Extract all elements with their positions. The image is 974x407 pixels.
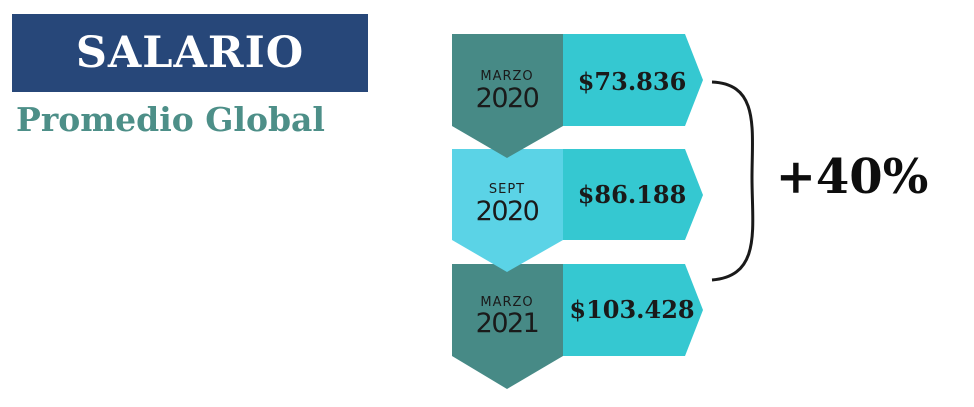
date-block-2 xyxy=(452,149,563,272)
amount-arrow-1 xyxy=(563,34,703,126)
month-label-1: MARZO xyxy=(480,69,533,84)
amount-arrow-2 xyxy=(563,149,703,240)
amount-label-1: $73.836 xyxy=(578,67,687,96)
timeline-step-2: SEPT 2020 $86.188 xyxy=(452,149,703,272)
amount-label-2: $86.188 xyxy=(578,180,687,209)
page-title: SALARIO xyxy=(75,28,305,78)
year-label-2: 2020 xyxy=(476,196,539,227)
title-banner: SALARIO xyxy=(12,14,368,92)
growth-bracket xyxy=(711,80,755,282)
year-label-3: 2021 xyxy=(476,308,539,339)
amount-label-3: $103.428 xyxy=(569,295,694,324)
date-block-1 xyxy=(452,34,563,158)
timeline-step-1: MARZO 2020 $73.836 xyxy=(452,34,703,158)
amount-arrow-3 xyxy=(563,264,703,356)
growth-percentage: +40% xyxy=(776,149,929,205)
date-block-3 xyxy=(452,264,563,389)
timeline-step-3: MARZO 2021 $103.428 xyxy=(452,264,703,389)
month-label-2: SEPT xyxy=(489,182,525,197)
month-label-3: MARZO xyxy=(480,295,533,310)
page-subtitle: Promedio Global xyxy=(16,100,325,139)
year-label-1: 2020 xyxy=(476,83,539,114)
